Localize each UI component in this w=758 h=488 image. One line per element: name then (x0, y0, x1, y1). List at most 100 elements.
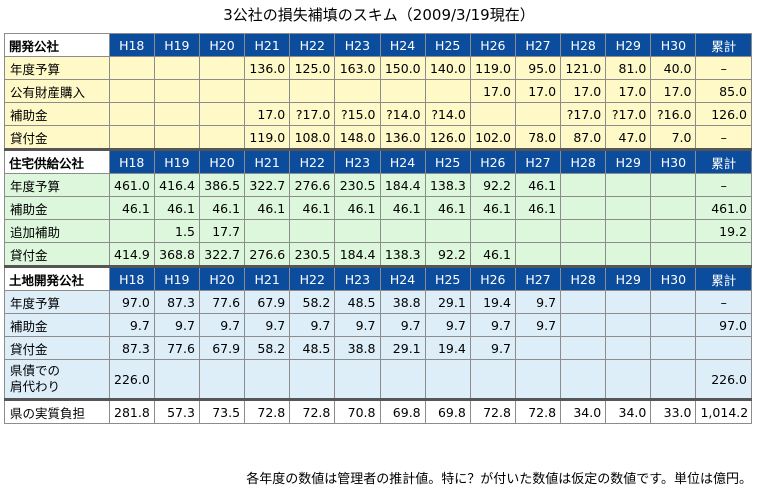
column-header: H20 (198, 33, 246, 57)
data-cell: – (695, 56, 752, 80)
total-label: 県の実質負担 (4, 398, 110, 424)
section-name: 開発公社 (4, 33, 110, 57)
column-header: H27 (514, 148, 562, 174)
data-cell: ?17.0 (289, 102, 336, 126)
data-cell: 276.6 (244, 242, 291, 267)
data-cell (469, 359, 516, 400)
data-cell (514, 242, 562, 267)
data-cell: 46.1 (289, 196, 336, 220)
data-cell (650, 313, 697, 337)
column-header: H26 (469, 33, 516, 57)
section-header-row: 住宅供給公社 H18 H19 H20 H21 H22 H23 H24 H25 H26 H27 H28 H… (4, 148, 752, 174)
column-header: H24 (379, 33, 426, 57)
total-cell: 70.8 (334, 398, 381, 424)
data-cell: ?15.0 (334, 102, 381, 126)
data-cell: 136.0 (244, 56, 291, 80)
total-cell: 72.8 (289, 398, 336, 424)
data-cell: – (695, 125, 752, 150)
data-cell: 150.0 (379, 56, 426, 80)
data-cell: 1.5 (153, 219, 200, 243)
column-header: 累計 (695, 148, 752, 174)
total-cell: 69.8 (379, 398, 426, 424)
column-header: H21 (244, 148, 291, 174)
data-cell: 368.8 (153, 242, 200, 267)
data-cell: 97.0 (108, 290, 155, 314)
table-row: 貸付金 414.9 368.8 322.7 276.6 230.5 184.4 138.3 92… (4, 242, 752, 267)
data-cell (605, 196, 652, 220)
loss-compensation-table: 開発公社 H18 H19 H20 H21 H22 H23 H24 H25 H26 H27 H28 H29… (4, 33, 752, 424)
data-cell: 19.2 (695, 219, 752, 243)
table-row: 補助金 9.7 9.7 9.7 9.7 9.7 9.7 9.7 9.7 9.7 9.7 97.0 (4, 313, 752, 337)
data-cell (650, 359, 697, 400)
data-cell: 322.7 (198, 242, 246, 267)
data-cell: 46.1 (108, 196, 155, 220)
table-row: 年度予算 97.0 87.3 77.6 67.9 58.2 48.5 38.8 29.1 19.4… (4, 290, 752, 314)
data-cell: 230.5 (334, 173, 381, 197)
row-label: 追加補助 (4, 219, 110, 243)
data-cell: 138.3 (424, 173, 471, 197)
data-cell: 46.1 (334, 196, 381, 220)
data-cell: 9.7 (244, 313, 291, 337)
data-cell (424, 219, 471, 243)
total-cell: 57.3 (153, 398, 200, 424)
column-header: H30 (650, 265, 697, 291)
row-label-line: 肩代わり (10, 379, 61, 394)
data-cell (650, 196, 697, 220)
data-cell: 19.4 (469, 290, 516, 314)
data-cell: 276.6 (289, 173, 336, 197)
data-cell (334, 359, 381, 400)
data-cell: 102.0 (469, 125, 516, 150)
total-cell: 72.8 (244, 398, 291, 424)
data-cell: 230.5 (289, 242, 336, 267)
total-cell: 34.0 (605, 398, 652, 424)
data-cell: 9.7 (379, 313, 426, 337)
column-header: H25 (424, 33, 471, 57)
column-header: H26 (469, 265, 516, 291)
data-cell: 9.7 (469, 313, 516, 337)
data-cell (108, 125, 155, 150)
column-header: H21 (244, 33, 291, 57)
data-cell (650, 290, 697, 314)
data-cell: 226.0 (108, 359, 155, 400)
data-cell (289, 359, 336, 400)
column-header: H30 (650, 33, 697, 57)
data-cell (244, 79, 291, 103)
data-cell: 40.0 (650, 56, 697, 80)
data-cell (560, 359, 607, 400)
column-header: H25 (424, 265, 471, 291)
data-cell: 9.7 (198, 313, 246, 337)
table-row: 年度予算 136.0 125.0 163.0 150.0 140.0 119.0 95.0 12… (4, 56, 752, 80)
table-row: 補助金 17.0 ?17.0 ?15.0 ?14.0 ?14.0 ?17.0 ?17.0 ?16… (4, 102, 752, 126)
column-header: H29 (605, 148, 652, 174)
data-cell: ?14.0 (379, 102, 426, 126)
row-label: 年度予算 (4, 56, 110, 80)
data-cell: 9.7 (289, 313, 336, 337)
data-cell: 140.0 (424, 56, 471, 80)
data-cell (108, 102, 155, 126)
data-cell (605, 359, 652, 400)
table-row: 年度予算 461.0 416.4 386.5 322.7 276.6 230.5 184.4 1… (4, 173, 752, 197)
row-label: 貸付金 (4, 125, 110, 150)
data-cell (198, 56, 246, 80)
data-cell: 58.2 (244, 336, 291, 360)
data-cell (153, 359, 200, 400)
column-header: 累計 (695, 33, 752, 57)
data-cell: 19.4 (424, 336, 471, 360)
data-cell (469, 219, 516, 243)
column-header: H29 (605, 265, 652, 291)
data-cell (289, 219, 336, 243)
data-cell: ?17.0 (605, 102, 652, 126)
data-cell: 67.9 (244, 290, 291, 314)
total-cell: 34.0 (560, 398, 607, 424)
data-cell: 9.7 (514, 290, 562, 314)
data-cell: 9.7 (469, 336, 516, 360)
column-header: H21 (244, 265, 291, 291)
row-label: 公有財産購入 (4, 79, 110, 103)
data-cell: 46.1 (469, 242, 516, 267)
data-cell: ?17.0 (560, 102, 607, 126)
total-cell: 281.8 (108, 398, 155, 424)
data-cell (514, 102, 562, 126)
data-cell: 78.0 (514, 125, 562, 150)
section-header-row: 開発公社 H18 H19 H20 H21 H22 H23 H24 H25 H26 H27 H28 H29… (4, 33, 752, 57)
data-cell: 47.0 (605, 125, 652, 150)
